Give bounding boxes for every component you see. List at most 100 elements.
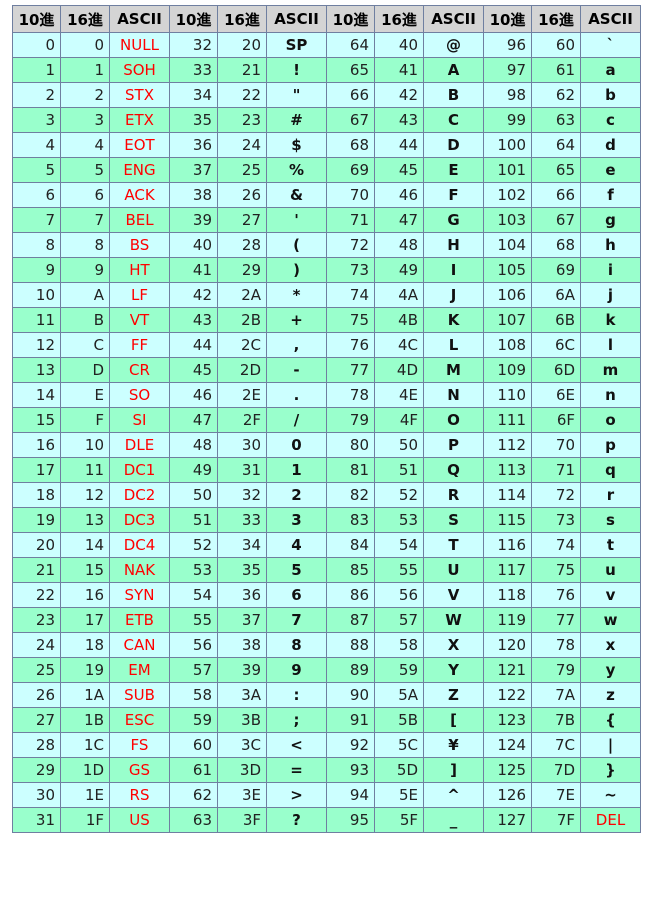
header-dec: 10進: [483, 5, 532, 33]
decimal-cell: 11: [12, 307, 61, 333]
decimal-cell: 105: [483, 257, 532, 283]
hex-cell: 6E: [531, 382, 581, 408]
control-char-cell: CAN: [109, 632, 170, 658]
hex-cell: 1: [60, 57, 110, 83]
decimal-cell: 44: [169, 332, 218, 358]
decimal-cell: 7: [12, 207, 61, 233]
decimal-cell: 88: [326, 632, 375, 658]
ascii-cell: A: [423, 57, 484, 83]
decimal-cell: 43: [169, 307, 218, 333]
table-row: 23 17 ETB 55 37 7 87 57 W 119 77 w: [12, 607, 641, 633]
hex-cell: 72: [531, 482, 581, 508]
control-char-cell: DLE: [109, 432, 170, 458]
table-row: 16 10 DLE 48 30 0 80 50 P 112 70 p: [12, 432, 641, 458]
decimal-cell: 52: [169, 532, 218, 558]
ascii-cell: v: [580, 582, 641, 608]
decimal-cell: 74: [326, 282, 375, 308]
ascii-cell: X: [423, 632, 484, 658]
decimal-cell: 57: [169, 657, 218, 683]
hex-cell: 2E: [217, 382, 267, 408]
ascii-cell: j: [580, 282, 641, 308]
ascii-cell: 0: [266, 432, 327, 458]
ascii-cell: (: [266, 232, 327, 258]
decimal-cell: 116: [483, 532, 532, 558]
control-char-cell: ETB: [109, 607, 170, 633]
hex-cell: 63: [531, 107, 581, 133]
hex-cell: 64: [531, 132, 581, 158]
table-row: 24 18 CAN 56 38 8 88 58 X 120 78 x: [12, 632, 641, 658]
hex-cell: D: [60, 357, 110, 383]
ascii-cell: h: [580, 232, 641, 258]
decimal-cell: 51: [169, 507, 218, 533]
hex-cell: 49: [374, 257, 424, 283]
decimal-cell: 56: [169, 632, 218, 658]
hex-cell: 5: [60, 157, 110, 183]
hex-cell: 29: [217, 257, 267, 283]
hex-cell: 20: [217, 32, 267, 58]
ascii-cell: B: [423, 82, 484, 108]
decimal-cell: 108: [483, 332, 532, 358]
hex-cell: 4: [60, 132, 110, 158]
ascii-cell: H: [423, 232, 484, 258]
hex-cell: 28: [217, 232, 267, 258]
hex-cell: 46: [374, 182, 424, 208]
decimal-cell: 96: [483, 32, 532, 58]
ascii-cell: y: [580, 657, 641, 683]
hex-cell: 2C: [217, 332, 267, 358]
ascii-cell: 3: [266, 507, 327, 533]
hex-cell: 6D: [531, 357, 581, 383]
ascii-cell: ?: [266, 807, 327, 833]
decimal-cell: 50: [169, 482, 218, 508]
ascii-cell: ,: [266, 332, 327, 358]
ascii-cell: |: [580, 732, 641, 758]
table-row: 13 D CR 45 2D -77 4D M 109 6D m: [12, 357, 641, 383]
table-row: 25 19 EM 57 39 9 89 59 Y 121 79 y: [12, 657, 641, 683]
decimal-cell: 15: [12, 407, 61, 433]
hex-cell: 35: [217, 557, 267, 583]
hex-cell: 56: [374, 582, 424, 608]
decimal-cell: 48: [169, 432, 218, 458]
decimal-cell: 95: [326, 807, 375, 833]
ascii-cell: W: [423, 607, 484, 633]
table-row: 9 9 HT 41 29) 73 49 I 105 69 i: [12, 257, 641, 283]
hex-cell: 13: [60, 507, 110, 533]
table-row: 27 1B ESC 59 3B; 91 5B[123 7B{: [12, 707, 641, 733]
table-row: 2 2 STX 34 22 " 66 42 B 98 62 b: [12, 82, 641, 108]
decimal-cell: 59: [169, 707, 218, 733]
decimal-cell: 40: [169, 232, 218, 258]
hex-cell: 7D: [531, 757, 581, 783]
decimal-cell: 17: [12, 457, 61, 483]
decimal-cell: 76: [326, 332, 375, 358]
control-char-cell: RS: [109, 782, 170, 808]
decimal-cell: 9: [12, 257, 61, 283]
hex-cell: 3D: [217, 757, 267, 783]
control-char-cell: NULL: [109, 32, 170, 58]
decimal-cell: 100: [483, 132, 532, 158]
decimal-cell: 20: [12, 532, 61, 558]
ascii-cell: J: [423, 282, 484, 308]
decimal-cell: 26: [12, 682, 61, 708]
control-char-cell: STX: [109, 82, 170, 108]
decimal-cell: 112: [483, 432, 532, 458]
ascii-cell: -: [266, 357, 327, 383]
hex-cell: 3C: [217, 732, 267, 758]
ascii-cell: `: [580, 32, 641, 58]
control-char-cell: SO: [109, 382, 170, 408]
control-char-cell: ETX: [109, 107, 170, 133]
ascii-cell: [: [423, 707, 484, 733]
table-row: 17 11 DC1 49 31 1 81 51 Q 113 71 q: [12, 457, 641, 483]
ascii-cell: T: [423, 532, 484, 558]
decimal-cell: 106: [483, 282, 532, 308]
ascii-cell: :: [266, 682, 327, 708]
decimal-cell: 28: [12, 732, 61, 758]
hex-cell: 2A: [217, 282, 267, 308]
hex-cell: 24: [217, 132, 267, 158]
control-char-cell: FS: [109, 732, 170, 758]
control-char-cell: ENG: [109, 157, 170, 183]
decimal-cell: 77: [326, 357, 375, 383]
decimal-cell: 103: [483, 207, 532, 233]
decimal-cell: 32: [169, 32, 218, 58]
decimal-cell: 71: [326, 207, 375, 233]
decimal-cell: 67: [326, 107, 375, 133]
hex-cell: 59: [374, 657, 424, 683]
